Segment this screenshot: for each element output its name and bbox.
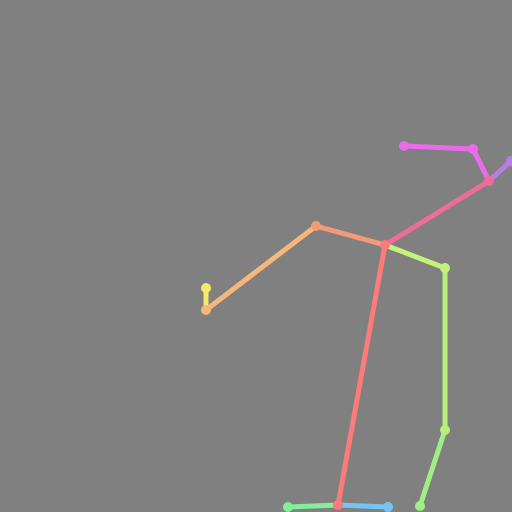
joint-hand-right [415,501,425,511]
limb-shoulder-right [382,242,448,271]
limb-neck-upper [382,178,492,248]
limb-foot-right [335,502,391,510]
limb-torso [335,242,388,508]
limb-head-right [470,146,492,184]
joint-elbow-right [440,425,450,435]
limbs-layer [203,143,512,510]
limb-lower-arm-right [417,427,448,509]
joint-head-top-left [399,141,409,151]
limb-head-top [401,143,476,152]
joint-foot-left [283,502,293,512]
joint-hand-left [201,283,211,293]
joint-elbow-left [201,305,211,315]
joint-pelvis [333,500,343,510]
joint-shoulder-left [311,221,321,231]
joint-neck [484,176,494,186]
limb-foot-left [285,502,341,510]
joint-chest [380,240,390,250]
joint-shoulder-right [440,263,450,273]
limb-upper-arm-left [203,223,319,313]
joint-foot-right [383,502,393,512]
joint-head-right [506,156,512,166]
joint-head-top-right [468,144,478,154]
limb-shoulder-left [313,223,388,248]
joints-layer [201,141,512,512]
